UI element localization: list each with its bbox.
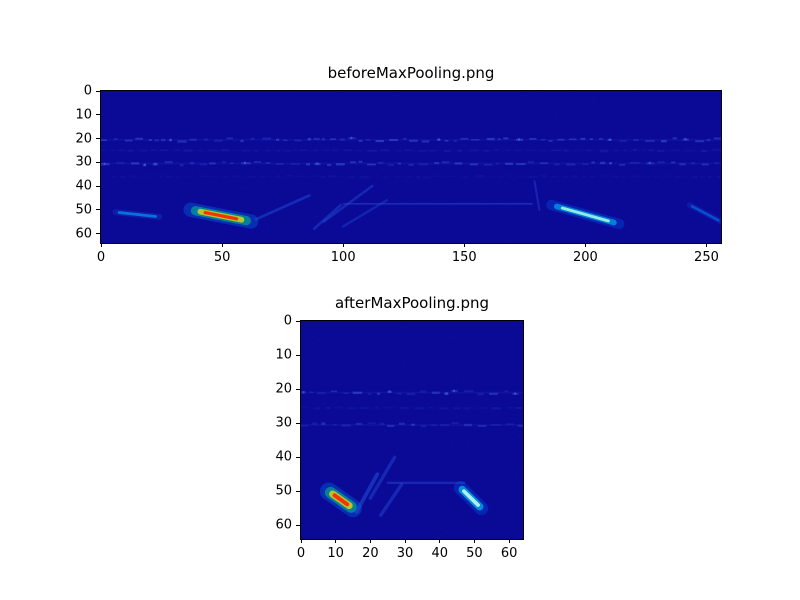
y-tick-mark [96, 138, 100, 139]
heatmap-canvas [301, 321, 523, 539]
x-tick-mark [335, 539, 337, 543]
y-tick-mark [96, 90, 100, 92]
y-tick-label: 10 [275, 347, 292, 363]
heatmap-canvas [101, 91, 721, 243]
x-tick-mark [100, 243, 102, 247]
y-tick-mark [296, 354, 300, 356]
y-tick-mark [296, 524, 300, 526]
y-tick-label: 30 [275, 415, 292, 431]
y-tick-label: 40 [75, 178, 92, 194]
y-tick-label: 40 [275, 449, 292, 465]
x-tick-label: 0 [96, 250, 106, 265]
before-maxpooling-plot: beforeMaxPooling.png 0 50 100 150 200 250 0 10 2… [75, 64, 722, 265]
y-tick-mark [96, 114, 100, 116]
x-tick-mark [705, 243, 707, 247]
y-tick-label: 30 [75, 154, 92, 170]
x-tick-label: 40 [431, 546, 449, 561]
y-tick-mark [96, 209, 100, 211]
y-tick-mark [296, 320, 300, 322]
x-tick-mark [369, 539, 371, 543]
x-tick-label: 10 [327, 546, 344, 561]
x-tick-label: 50 [213, 250, 231, 265]
y-tick-label: 0 [283, 313, 292, 329]
x-tick-mark [473, 539, 475, 543]
x-tick-label: 250 [694, 250, 719, 265]
y-tick-mark [296, 388, 300, 390]
x-tick-mark [439, 539, 441, 543]
y-tick-label: 50 [75, 202, 92, 218]
y-tick-mark [96, 161, 100, 163]
x-tick-label: 60 [500, 546, 518, 561]
plot-title: afterMaxPooling.png [334, 294, 490, 312]
y-tick-mark [296, 456, 300, 458]
plot-title: beforeMaxPooling.png [327, 64, 495, 82]
y-tick-label: 10 [75, 107, 92, 123]
y-tick-mark [296, 422, 300, 424]
y-tick-label: 60 [75, 226, 92, 241]
x-tick-label: 30 [396, 546, 414, 561]
y-tick-label: 0 [83, 83, 92, 99]
y-tick-mark [296, 490, 300, 492]
y-tick-label: 60 [275, 517, 292, 533]
x-tick-mark [463, 243, 465, 247]
x-tick-mark [342, 243, 344, 247]
x-tick-mark [584, 243, 586, 247]
x-tick-label: 20 [362, 546, 379, 561]
y-tick-label: 50 [275, 483, 292, 499]
x-tick-label: 150 [451, 250, 477, 265]
y-tick-mark [96, 185, 100, 187]
y-tick-mark [96, 233, 100, 234]
x-tick-label: 100 [330, 250, 356, 265]
x-tick-mark [404, 539, 406, 543]
y-tick-label: 20 [275, 381, 292, 397]
x-tick-mark [300, 539, 302, 543]
x-tick-label: 50 [466, 546, 483, 561]
after-maxpooling-plot: afterMaxPooling.png 0 10 20 30 40 50 60 0 10 20 30… [275, 294, 524, 561]
y-tick-label: 20 [75, 131, 92, 146]
x-tick-label: 200 [572, 250, 598, 265]
x-tick-mark [508, 539, 510, 543]
x-tick-label: 0 [296, 546, 306, 561]
x-tick-mark [221, 243, 223, 247]
